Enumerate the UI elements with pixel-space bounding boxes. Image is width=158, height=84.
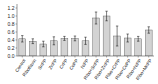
x-tick xyxy=(53,56,54,58)
x-tick-label: SnPP xyxy=(37,58,48,70)
x-tick xyxy=(148,56,149,58)
x-tick xyxy=(43,56,44,58)
x-tick xyxy=(138,56,139,58)
x-tick xyxy=(74,56,75,58)
y-tick xyxy=(16,24,18,25)
y-tick xyxy=(16,32,18,33)
bar xyxy=(72,38,79,56)
y-tick xyxy=(16,40,18,41)
x-tick xyxy=(22,56,23,58)
x-tick-label: Ribo+MnPP xyxy=(135,58,153,81)
plot-area xyxy=(19,11,152,56)
chart: 0.00.20.40.60.81.01.2ControlRiboflavinSn… xyxy=(0,0,158,84)
y-tick-label: 0.0 xyxy=(8,53,15,59)
x-tick-label: CoPP xyxy=(68,58,79,71)
x-tick xyxy=(85,56,86,58)
error-bar xyxy=(116,26,118,46)
x-tick xyxy=(106,56,107,58)
bar xyxy=(29,41,36,56)
x-tick xyxy=(127,56,128,58)
x-tick xyxy=(64,56,65,58)
bar xyxy=(135,39,142,56)
error-bar xyxy=(63,36,65,40)
error-bar xyxy=(137,36,139,41)
x-tick xyxy=(32,56,33,58)
bar xyxy=(103,16,110,56)
y-tick xyxy=(16,8,18,9)
y-tick-label: 0.2 xyxy=(8,45,15,51)
y-tick-label: 0.8 xyxy=(8,21,15,27)
error-bar xyxy=(42,41,44,47)
y-tick-label: 1.2 xyxy=(8,5,15,11)
y-axis-line xyxy=(17,4,18,56)
x-tick-label: ZnPP xyxy=(48,58,59,70)
y-tick-label: 0.6 xyxy=(8,29,15,35)
y-tick xyxy=(16,48,18,49)
y-tick-label: 1.0 xyxy=(8,13,15,19)
x-tick xyxy=(117,56,118,58)
chart-container: 0.00.20.40.60.81.01.2ControlRiboflavinSn… xyxy=(0,0,158,84)
y-tick-label: 0.4 xyxy=(8,37,15,43)
x-axis-line xyxy=(17,56,154,57)
bar xyxy=(61,38,68,56)
error-bar xyxy=(53,37,55,45)
error-bar xyxy=(32,39,34,44)
error-bar xyxy=(21,36,23,42)
x-tick xyxy=(96,56,97,58)
error-bar xyxy=(148,27,150,33)
bar xyxy=(145,30,152,56)
error-bar xyxy=(105,11,107,21)
y-tick xyxy=(16,56,18,57)
error-bar xyxy=(126,34,128,42)
x-tick-label: Riboflavin xyxy=(22,58,38,78)
error-bar xyxy=(95,12,97,24)
error-bar xyxy=(84,37,86,44)
y-tick xyxy=(16,16,18,17)
error-bar xyxy=(74,36,76,41)
